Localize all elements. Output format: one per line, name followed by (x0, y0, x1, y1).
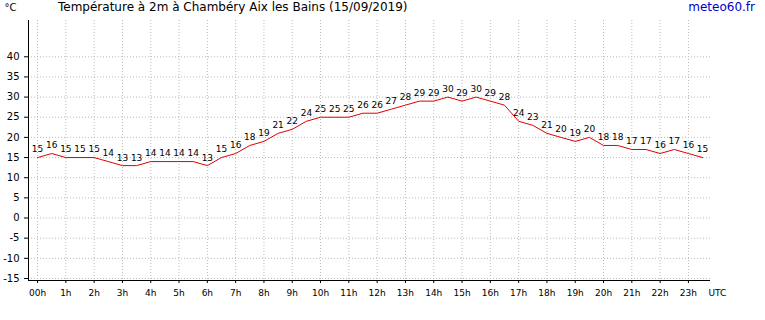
svg-text:17: 17 (669, 136, 680, 146)
svg-text:25: 25 (329, 104, 340, 114)
svg-text:29: 29 (485, 88, 497, 98)
svg-text:25: 25 (7, 111, 20, 122)
svg-text:18h: 18h (538, 288, 555, 298)
svg-text:13: 13 (131, 152, 142, 162)
svg-text:11h: 11h (340, 288, 357, 298)
svg-text:16: 16 (683, 140, 695, 150)
svg-text:1h: 1h (60, 288, 71, 298)
svg-text:10h: 10h (312, 288, 329, 298)
svg-text:25: 25 (343, 104, 354, 114)
svg-text:-15: -15 (3, 273, 19, 284)
svg-text:15: 15 (74, 144, 85, 154)
html-text:meteo60.fr: meteo60.fr (688, 0, 755, 14)
svg-text:4h: 4h (145, 288, 156, 298)
svg-text:19: 19 (258, 128, 270, 138)
svg-text:3h: 3h (117, 288, 128, 298)
svg-text:18: 18 (598, 132, 610, 142)
svg-text:-5: -5 (10, 232, 20, 243)
svg-text:29: 29 (414, 88, 426, 98)
svg-text:20: 20 (7, 132, 20, 143)
svg-text:30: 30 (7, 91, 20, 102)
svg-text:19h: 19h (567, 288, 584, 298)
svg-text:15: 15 (216, 144, 227, 154)
svg-text:26: 26 (371, 100, 383, 110)
svg-text:6h: 6h (202, 288, 213, 298)
svg-text:17: 17 (640, 136, 651, 146)
svg-text:UTC: UTC (709, 288, 727, 298)
svg-text:16: 16 (46, 140, 58, 150)
svg-text:19: 19 (570, 128, 582, 138)
svg-text:20: 20 (584, 124, 596, 134)
svg-text:9h: 9h (287, 288, 298, 298)
svg-text:20: 20 (555, 124, 567, 134)
svg-text:15: 15 (88, 144, 99, 154)
html-text:Température à 2m à Chambéry Ai: Température à 2m à Chambéry Aix les Bain… (58, 0, 408, 14)
svg-text:14: 14 (145, 148, 157, 158)
svg-text:21: 21 (541, 120, 552, 130)
svg-text:7h: 7h (230, 288, 241, 298)
svg-text:22: 22 (287, 116, 298, 126)
svg-text:5: 5 (13, 192, 19, 203)
svg-text:5h: 5h (173, 288, 184, 298)
svg-text:14: 14 (103, 148, 115, 158)
svg-text:28: 28 (499, 92, 511, 102)
svg-text:23: 23 (527, 112, 538, 122)
svg-text:15: 15 (60, 144, 71, 154)
svg-text:14: 14 (159, 148, 171, 158)
svg-text:29: 29 (456, 88, 468, 98)
svg-text:28: 28 (400, 92, 412, 102)
svg-text:29: 29 (428, 88, 440, 98)
svg-text:24: 24 (513, 108, 525, 118)
svg-text:17: 17 (626, 136, 637, 146)
svg-text:26: 26 (357, 100, 369, 110)
svg-text:12h: 12h (369, 288, 386, 298)
svg-text:14: 14 (173, 148, 185, 158)
svg-text:14h: 14h (425, 288, 442, 298)
svg-text:16: 16 (654, 140, 666, 150)
svg-text:22h: 22h (652, 288, 669, 298)
svg-text:13: 13 (202, 152, 213, 162)
svg-text:35: 35 (7, 71, 20, 82)
svg-text:14: 14 (187, 148, 199, 158)
svg-text:16h: 16h (482, 288, 499, 298)
svg-text:15: 15 (7, 152, 20, 163)
svg-text:0: 0 (13, 212, 19, 223)
svg-text:17h: 17h (510, 288, 527, 298)
svg-text:°C: °C (5, 2, 17, 13)
svg-text:25: 25 (315, 104, 326, 114)
svg-text:18: 18 (244, 132, 256, 142)
svg-text:15h: 15h (453, 288, 470, 298)
svg-text:13h: 13h (397, 288, 414, 298)
svg-text:10: 10 (7, 172, 20, 183)
svg-text:24: 24 (301, 108, 313, 118)
svg-text:40: 40 (7, 51, 20, 62)
svg-text:15: 15 (32, 144, 43, 154)
svg-text:-10: -10 (3, 253, 19, 264)
svg-text:30: 30 (470, 84, 482, 94)
svg-text:20h: 20h (595, 288, 612, 298)
svg-text:8h: 8h (258, 288, 269, 298)
svg-text:30: 30 (442, 84, 454, 94)
svg-text:23h: 23h (680, 288, 697, 298)
svg-text:27: 27 (386, 96, 397, 106)
svg-text:21h: 21h (623, 288, 640, 298)
svg-text:16: 16 (230, 140, 242, 150)
svg-text:2h: 2h (88, 288, 99, 298)
svg-text:15: 15 (697, 144, 708, 154)
svg-text:00h: 00h (29, 288, 46, 298)
svg-text:18: 18 (612, 132, 624, 142)
svg-text:13: 13 (117, 152, 128, 162)
svg-text:21: 21 (272, 120, 283, 130)
